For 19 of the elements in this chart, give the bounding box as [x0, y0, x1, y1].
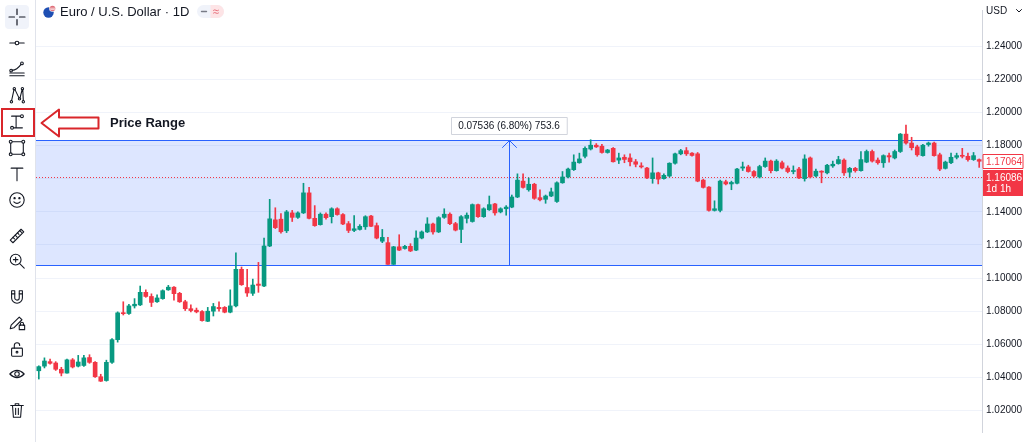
y-tick-label: 1.02000 [986, 404, 1023, 416]
annotation: 1.17064 [986, 155, 1023, 167]
y-tick-label: 1.06000 [986, 338, 1023, 350]
annotation: Price Range [110, 115, 186, 131]
y-axis-title: USD [986, 5, 1008, 17]
y-tick-label: 1.12000 [986, 238, 1023, 250]
y-tick-label: 1.24000 [986, 40, 1023, 52]
candlestick [396, 234, 402, 251]
ref-line-label: 1.16086 1d 1h [986, 171, 1023, 194]
y-tick-label: 1.18000 [986, 139, 1023, 151]
candlestick [120, 301, 126, 316]
y-tick-label: 1.22000 [986, 73, 1023, 85]
chart-title: Euro / U.S. Dollar · 1D [60, 4, 190, 19]
y-tick-label: 1.10000 [986, 271, 1023, 283]
y-tick-label: 1.20000 [986, 106, 1023, 118]
band-label: 0.07536 (6.80%) 753.6 [458, 119, 561, 131]
y-tick-label: 1.04000 [986, 371, 1023, 383]
y-tick-label: 1.14000 [986, 205, 1023, 217]
y-tick-label: 1.08000 [986, 304, 1023, 316]
